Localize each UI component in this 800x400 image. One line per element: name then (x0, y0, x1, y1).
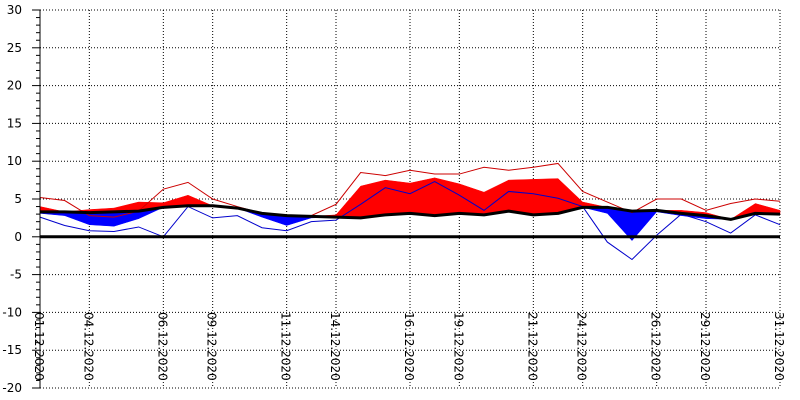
x-tick-label: 04.12.2020 (81, 312, 95, 381)
warm-anomaly-area (508, 179, 534, 216)
x-tick-label: 29.12.2020 (698, 312, 712, 381)
x-tick-label: 14.12.2020 (328, 312, 342, 381)
y-tick-labels: 30 25 20 15 10 5 0 -5 -10 -15 -20 (2, 3, 22, 395)
y-tick-label: 0 (14, 230, 22, 244)
y-tick-label: -10 (2, 305, 22, 319)
warm-anomaly-area (385, 179, 411, 216)
x-tick-labels: 01.12.2020 04.12.2020 06.12.2020 09.12.2020… (32, 312, 786, 381)
y-tick-label: 30 (7, 3, 22, 17)
cold-anomaly-area (89, 211, 115, 227)
series-line-reference (40, 204, 781, 221)
x-tick-label: 19.12.2020 (451, 312, 465, 381)
y-tick-label: -15 (2, 343, 22, 357)
y-tick-label: 20 (7, 79, 22, 93)
y-tick-label: 10 (7, 154, 22, 168)
x-tick-label: 26.12.2020 (649, 312, 663, 381)
y-tick-label: -5 (10, 268, 22, 282)
x-tick-label: 16.12.2020 (402, 312, 416, 381)
series-line-upper (39, 162, 781, 218)
x-tick-label: 06.12.2020 (155, 312, 169, 381)
x-tick-label: 01.12.2020 (32, 312, 46, 381)
x-tick-label: 11.12.2020 (279, 312, 293, 381)
x-tick-label: 24.12.2020 (575, 312, 589, 381)
y-tick-label: 5 (14, 192, 22, 206)
axes (32, 9, 780, 389)
y-tick-label: -20 (2, 381, 22, 395)
x-tick-label: 31.12.2020 (772, 312, 786, 381)
x-tick-label: 21.12.2020 (525, 312, 539, 381)
x-tick-label: 09.12.2020 (205, 312, 219, 381)
y-tick-label: 25 (7, 41, 22, 55)
y-tick-label: 15 (7, 116, 22, 130)
warm-anomaly-area (533, 178, 559, 216)
warm-anomaly-area (360, 179, 386, 219)
